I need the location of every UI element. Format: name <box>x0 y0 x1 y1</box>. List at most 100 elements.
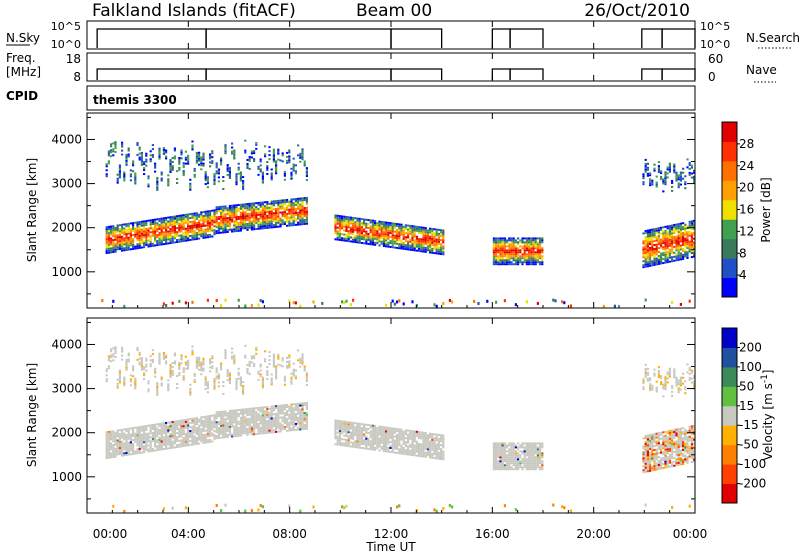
velocity-cell <box>178 423 181 426</box>
power-cell <box>422 232 425 235</box>
power-cell <box>411 235 414 238</box>
power-cell <box>497 245 500 248</box>
power-cell <box>110 243 113 246</box>
power-cell <box>492 259 495 262</box>
power-cell <box>334 226 337 229</box>
velocity-cell <box>198 356 201 359</box>
velocity-cell <box>171 434 174 437</box>
velocity-cell <box>248 409 251 412</box>
power-cell <box>655 231 658 234</box>
velocity-cell <box>224 351 227 354</box>
power-cell <box>673 255 676 258</box>
power-cell <box>277 219 280 222</box>
power-cell <box>160 171 163 174</box>
power-cell <box>235 222 238 225</box>
power-cell <box>374 221 377 224</box>
power-cell <box>305 173 308 176</box>
power-cell <box>147 229 150 232</box>
power-cell <box>173 217 176 220</box>
velocity-cell <box>277 353 280 356</box>
power-cell <box>664 251 667 254</box>
power-cell <box>156 184 159 187</box>
power-cell <box>195 237 198 240</box>
power-cell <box>244 219 247 222</box>
power-cell <box>528 263 531 266</box>
power-cell <box>136 235 139 238</box>
velocity-cell <box>217 411 220 414</box>
velocity-cell <box>195 427 198 430</box>
power-cell <box>301 199 304 202</box>
velocity-cell <box>158 436 161 439</box>
velocity-cell <box>270 373 273 376</box>
power-cell <box>343 215 346 218</box>
power-cell <box>673 165 676 168</box>
power-cell <box>132 241 135 244</box>
velocity-cell <box>149 446 152 449</box>
velocity-cell <box>257 430 260 433</box>
power-cell <box>378 240 381 243</box>
power-cell <box>143 246 146 249</box>
power-cell <box>292 210 295 213</box>
velocity-cell <box>112 347 115 350</box>
power-cell <box>162 221 165 224</box>
power-cell <box>679 222 682 225</box>
velocity-cell <box>182 429 185 432</box>
power-cell <box>237 204 240 207</box>
power-cell <box>228 208 231 211</box>
velocity-cell <box>220 430 223 433</box>
velocity-cell <box>261 422 264 425</box>
power-cell <box>228 212 231 215</box>
power-cell <box>391 244 394 247</box>
velocity-cell <box>165 425 168 428</box>
velocity-cell <box>114 346 117 349</box>
velocity-cell <box>169 429 172 432</box>
power-cell <box>301 217 304 220</box>
power-cell <box>664 183 667 186</box>
velocity-cell <box>176 383 179 386</box>
velocity-cell <box>114 441 117 444</box>
power-cell <box>288 224 291 227</box>
power-cell <box>143 236 146 239</box>
power-cell <box>211 235 214 238</box>
power-cell <box>345 221 348 224</box>
velocity-cell <box>266 415 269 418</box>
velocity-cell <box>358 434 361 437</box>
velocity-cell <box>347 443 350 446</box>
velocity-cell <box>182 433 185 436</box>
power-cell <box>270 226 273 229</box>
nsky-panel: N.Sky 10^5 10^0 10^5 10^0 N.Search <box>6 20 800 51</box>
power-cell <box>233 151 236 154</box>
velocity-cell <box>162 430 165 433</box>
velocity-cell <box>121 358 124 361</box>
power-cell <box>666 225 669 228</box>
velocity-cell <box>206 441 209 444</box>
velocity-cell <box>277 424 280 427</box>
power-cell <box>235 208 238 211</box>
power-cell <box>200 156 203 159</box>
velocity-cell <box>374 426 377 429</box>
velocity-cell <box>140 437 143 440</box>
nsky-trace-segment <box>491 28 511 48</box>
velocity-cell <box>154 425 157 428</box>
velocity-cell <box>180 441 183 444</box>
velocity-cell <box>294 414 297 417</box>
velocity-cell <box>213 416 216 419</box>
velocity-cell <box>167 435 170 438</box>
power-cell <box>171 223 174 226</box>
power-cell <box>305 222 308 225</box>
power-cell <box>105 236 108 239</box>
velocity-cell <box>118 453 121 455</box>
velocity-cell <box>136 448 139 451</box>
power-cell <box>180 236 183 239</box>
power-cell <box>140 151 143 154</box>
velocity-cell <box>248 364 251 367</box>
power-cell <box>418 245 421 248</box>
power-cell <box>156 244 159 247</box>
power-cell <box>389 226 392 229</box>
power-cell <box>123 233 126 236</box>
velocity-cell <box>184 367 187 370</box>
power-cell <box>182 224 185 227</box>
power-cell <box>228 173 231 176</box>
